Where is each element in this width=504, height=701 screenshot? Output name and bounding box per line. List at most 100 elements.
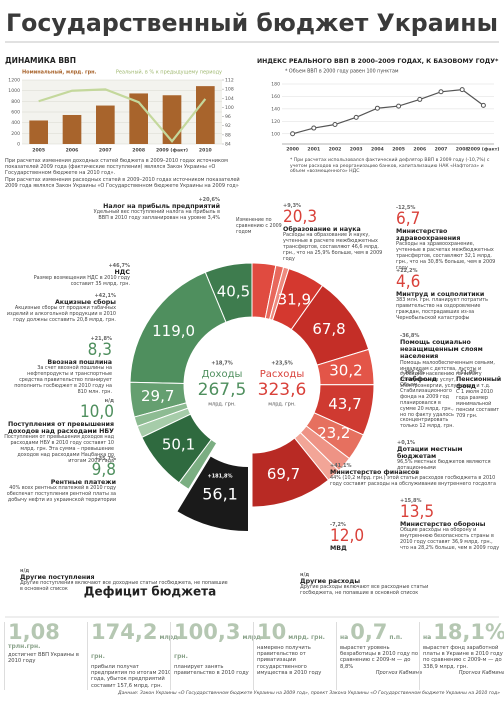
callout: -36,8% Помощь социально незащищенным слоя… (400, 333, 500, 390)
stat: 100,3 млрд. грн. планирует занять правител… (170, 622, 263, 690)
change: +15,8% (400, 498, 422, 504)
callout: -7,2% 12,0 МВД (330, 522, 394, 552)
callout: +9,3% 20,3 Образование и наука Расходы на о… (283, 203, 391, 263)
point (459, 87, 465, 93)
x-tick-label: 2008 (456, 147, 469, 153)
deficit-segment (177, 456, 248, 531)
change: +9,3% (283, 203, 302, 209)
stat: 174,2 млрд. грн. прибыли получат предприят… (87, 620, 180, 690)
callout: +42,1% Акцизные сборы Акцизные сборы от пр… (4, 293, 116, 324)
callout-name: Минтруд и соцполитики (396, 291, 485, 298)
x-tick-label: 2004 (371, 147, 384, 153)
y-tick-label: 1000 (8, 88, 20, 94)
callout-name: Пенсионный фонд (456, 376, 502, 391)
callout-name: НДС (114, 269, 131, 276)
stat-prefix: на (423, 634, 432, 641)
callout-value: 6,7 (396, 209, 421, 229)
total-value: 267,5 (198, 380, 247, 400)
change: +35,7% (94, 456, 116, 462)
segment-value: 50,1 (162, 436, 195, 454)
segment (129, 381, 188, 418)
total-label: Доходы (202, 369, 243, 380)
y-tick-label: 1200 (8, 78, 20, 84)
stat-unit: п.п. (389, 634, 403, 641)
segment-value: 67,8 (312, 320, 345, 338)
callout-value: 10,0 (79, 402, 114, 422)
change: -7,2% (330, 522, 346, 528)
y-tick-label: 120 (271, 119, 280, 125)
callout-note: 44% (10,2 млрд. грн.) этой статьи расход… (330, 475, 496, 488)
stat-value: 174,2 (91, 620, 158, 644)
callout-note: Расходы на образование и науку, учтенные… (283, 232, 383, 262)
stat: 10 млрд. грн. намерено получить правительс… (253, 622, 339, 690)
total-unit: млрд. грн. (208, 402, 236, 408)
callout: +35,7% 9,8 Рентные платежи 40% всех рентных… (4, 456, 116, 504)
callout-name: Акцизные сборы (54, 299, 116, 306)
segment-value: 119,0 (152, 322, 195, 340)
chart-subtitle: * Объем ВВП в 2000 году равен 100 пункта… (285, 69, 399, 75)
callout-name: Поступления от превышения доходов над ра… (7, 421, 114, 436)
change: н/д (104, 398, 114, 404)
stat: на0,7 п.п. вырастет уровень безработицы в … (336, 622, 422, 690)
callout-name: Министерство здравоохранения (396, 228, 461, 243)
callout-name: Министерство обороны (400, 521, 486, 528)
change: +22,2% (396, 268, 418, 274)
deficit-value: 56,1 (202, 485, 238, 504)
stat-head: 10 млрд. грн. (257, 622, 339, 643)
change: +21,8% (90, 336, 112, 342)
callout-name: Стабфонд (400, 376, 437, 383)
callout-note: Удельный вес поступлений налога на прибы… (93, 209, 220, 222)
point (290, 131, 296, 137)
stat: 1,08 трлн.грн. достигнет ВВП Украины в 201… (4, 622, 90, 690)
callout-value: 13,5 (400, 502, 435, 522)
page-title: Государственный бюджет Украины (6, 9, 498, 37)
callout: +21,8% 8,3 Ввозная пошлина За счет ввозной … (4, 336, 112, 396)
note: При расчетах изменения доходных статей б… (5, 158, 228, 176)
change: +46,7% (108, 263, 130, 269)
callout-value: 9,8 (91, 460, 116, 480)
callout-name: Министерство финансов (330, 469, 420, 476)
y2-tick-label: 88 (225, 132, 231, 138)
y-tick-label: 160 (271, 94, 280, 100)
segment-value: 31,9 (278, 290, 311, 308)
y-tick-label: 800 (11, 99, 20, 105)
stat-head: 1,08 трлн.грн. (8, 622, 90, 651)
x-tick-label: 2010 (199, 148, 212, 154)
callout-note: Другие расходы включают все расходные ст… (300, 584, 429, 597)
callout-name: Другие поступления (20, 574, 95, 581)
note: * При расчетах использовался фактический… (290, 158, 490, 174)
stat-unit: млрд. грн. (174, 634, 264, 660)
total-label: Расходы (260, 369, 305, 380)
stat-text: планирует занять правительство в 2010 го… (174, 664, 249, 677)
stat-head: на0,7 п.п. (340, 622, 422, 643)
stat-text: вырастет фонд заработной платы в Украине… (423, 645, 503, 670)
bar (62, 114, 82, 144)
point (438, 89, 444, 95)
x-tick-label: 2007 (435, 147, 448, 153)
segment-value: 40,5 (217, 282, 250, 300)
y2-tick-label: 104 (225, 96, 234, 102)
x-tick-label: 2008 (132, 148, 145, 154)
total-change: +18,7% (211, 361, 233, 367)
point (396, 103, 402, 109)
callout-note: Расходы на здравоохранение, учтенные в р… (396, 241, 496, 271)
total-change: +23,5% (271, 361, 293, 367)
callout: +41,1% Министерство финансов 44% (10,2 млр… (330, 463, 500, 488)
y2-tick-label: 112 (225, 78, 234, 84)
stat-value: 10 (257, 620, 287, 644)
stat-text: достигнет ВВП Украины в 2010 году (8, 652, 79, 665)
callout-note: Размер возмещения НДС в 2010 году состав… (33, 275, 130, 288)
bar (96, 105, 115, 144)
x-tick-label: 2006 (66, 148, 79, 154)
y2-tick-label: 84 (225, 142, 231, 148)
callout-note: Акцизные сборы от продажи табачных издел… (6, 305, 116, 323)
segment-value: 69,7 (267, 465, 300, 483)
x-tick-label: 2007 (99, 148, 112, 154)
stat-head: на18,1% (423, 622, 504, 643)
callout: +0,1% Дотации местным бюджетам 96,5% местн… (397, 440, 500, 472)
callout-note: 383 млн. грн. планирует потратить правит… (396, 297, 488, 321)
callout-value: 20,3 (283, 207, 318, 227)
segment-value: 43,7 (328, 395, 361, 413)
change: +41,1% (330, 463, 352, 469)
